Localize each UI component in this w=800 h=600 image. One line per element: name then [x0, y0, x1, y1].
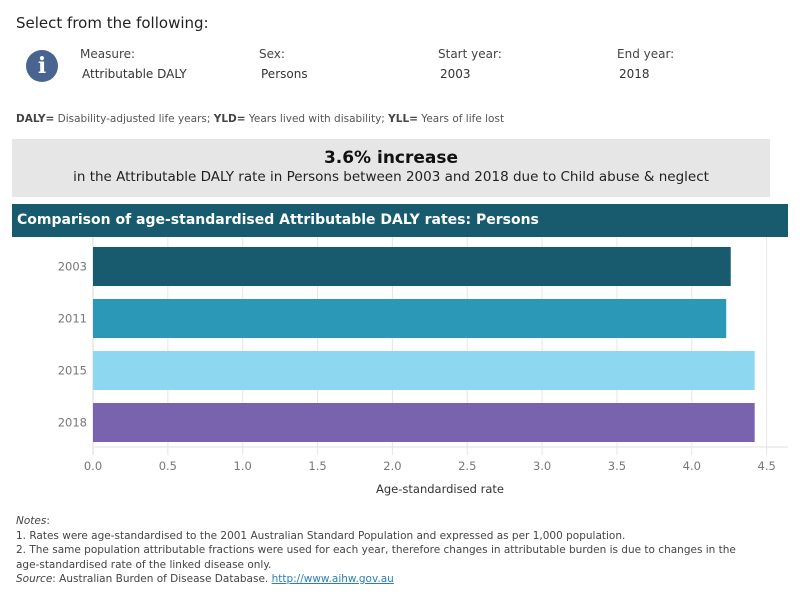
info-icon[interactable]: i — [26, 50, 58, 82]
summary-box: 3.6% increase in the Attributable DALY r… — [12, 139, 770, 197]
x-tick-label: 2.5 — [458, 459, 476, 473]
y-category-label: 2011 — [58, 312, 87, 326]
summary-detail: in the Attributable DALY rate in Persons… — [73, 169, 709, 185]
x-tick-label: 0.5 — [159, 459, 177, 473]
note-item: 2. The same population attributable frac… — [16, 544, 736, 556]
end-year-value[interactable]: 2018 — [619, 67, 650, 81]
sex-label: Sex: — [259, 47, 285, 61]
sex-value[interactable]: Persons — [261, 67, 308, 81]
start-year-value[interactable]: 2003 — [440, 67, 471, 81]
abbrev-definition: Years lived with disability; — [245, 113, 389, 125]
note-item: age-standardised rate of the linked dise… — [16, 558, 272, 571]
bar-2018[interactable] — [93, 403, 755, 442]
x-tick-label: 0.0 — [84, 459, 102, 473]
source-text: : Australian Burden of Disease Database. — [52, 573, 272, 585]
sex-filter[interactable]: Sex: Persons — [259, 47, 308, 81]
y-category-label: 2003 — [58, 260, 87, 274]
notes: Notes: 1. Rates were age-standardised to… — [16, 515, 736, 585]
chart-title: Comparison of age-standardised Attributa… — [12, 204, 788, 237]
abbrev-term: DALY= — [16, 113, 55, 125]
source-label: Source — [16, 573, 53, 585]
x-tick-label: 1.5 — [308, 459, 326, 473]
source-link[interactable]: http://www.aihw.gov.au — [271, 573, 394, 585]
y-category-label: 2018 — [58, 416, 87, 430]
abbrev-term: YLD= — [213, 113, 246, 125]
note-item: 1. Rates were age-standardised to the 20… — [16, 529, 626, 542]
x-tick-label: 4.0 — [683, 459, 701, 473]
start-year-filter[interactable]: Start year: 2003 — [438, 47, 502, 81]
x-tick-label: 1.0 — [234, 459, 252, 473]
x-tick-label: 3.0 — [533, 459, 551, 473]
notes-heading: Notes — [16, 515, 47, 527]
x-axis-title: Age-standardised rate — [376, 482, 504, 496]
y-category-label: 2015 — [58, 364, 87, 378]
end-year-filter[interactable]: End year: 2018 — [617, 47, 674, 81]
bar-chart: 2003 2011 2015 2018 0.0 0.5 1.0 1.5 2.0 2.5 3.0 3.… — [58, 237, 788, 496]
abbrev-definition: Disability-adjusted life years; — [54, 113, 214, 125]
bar-2015[interactable] — [93, 351, 755, 390]
start-year-label: Start year: — [438, 47, 502, 61]
select-title: Select from the following: — [16, 14, 209, 32]
bar-2003[interactable] — [93, 247, 731, 286]
x-tick-label: 4.5 — [758, 459, 776, 473]
abbrev-definition: Years of life lost — [417, 113, 505, 125]
bar-2011[interactable] — [93, 299, 727, 338]
measure-label: Measure: — [80, 47, 136, 61]
x-tick-label: 2.0 — [383, 459, 401, 473]
measure-value[interactable]: Attributable DALY — [82, 67, 187, 81]
summary-headline: 3.6% increase — [323, 148, 459, 168]
measure-filter[interactable]: Measure: Attributable DALY — [80, 47, 187, 81]
abbrev-term: YLL= — [388, 113, 418, 125]
end-year-label: End year: — [617, 47, 675, 61]
abbreviations: DALY= Disability-adjusted life years; YL… — [16, 113, 504, 125]
x-tick-label: 3.5 — [608, 459, 626, 473]
